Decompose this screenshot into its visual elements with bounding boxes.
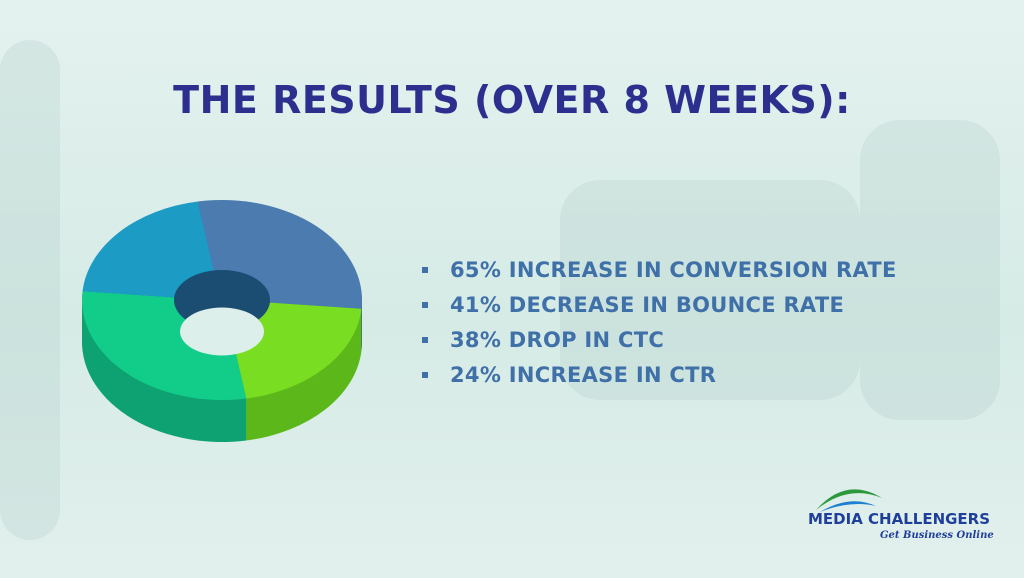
donut-segment <box>81 291 247 400</box>
logo-arc <box>816 489 882 510</box>
logo: MEDIA CHALLENGERS Get Business Online <box>806 480 996 550</box>
results-list: 65% INCREASE IN CONVERSION RATE 41% DECR… <box>420 253 897 393</box>
title: THE RESULTS (OVER 8 WEEKS): <box>173 78 851 122</box>
logo-swoosh <box>816 489 882 512</box>
background-shape <box>560 180 860 400</box>
donut-segment <box>230 302 362 399</box>
logo-arc <box>820 501 876 512</box>
donut-hole <box>180 307 264 356</box>
result-item: 41% DECREASE IN BOUNCE RATE <box>420 288 897 323</box>
logo-name: MEDIA CHALLENGERS <box>808 510 991 528</box>
background-shape <box>0 40 60 540</box>
logo-tagline: Get Business Online <box>880 530 994 541</box>
result-item: 24% INCREASE IN CTR <box>420 358 897 393</box>
result-item: 65% INCREASE IN CONVERSION RATE <box>420 253 897 288</box>
donut-graphic <box>81 200 362 442</box>
donut-segment <box>82 201 214 298</box>
background-shape <box>860 120 1000 420</box>
result-item: 38% DROP IN CTC <box>420 323 897 358</box>
donut-segment <box>197 200 362 309</box>
